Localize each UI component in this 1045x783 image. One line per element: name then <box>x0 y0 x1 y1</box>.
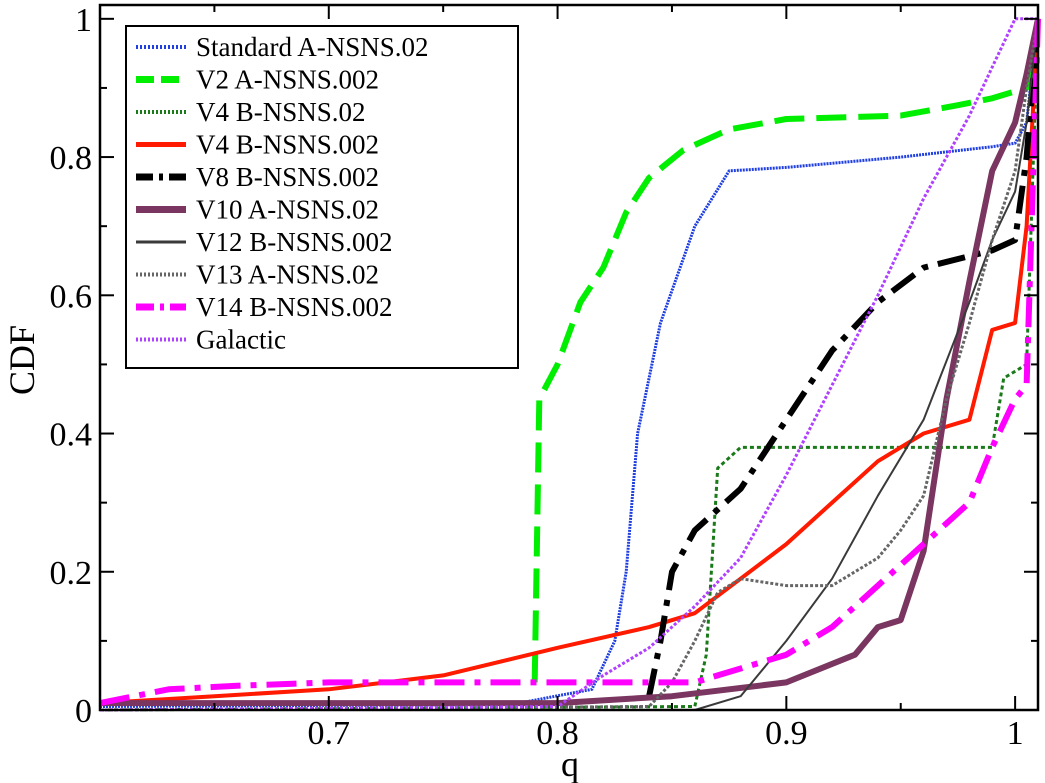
series-line-v12-b-nsns-002 <box>100 18 1039 711</box>
x-tick-label: 1 <box>1007 715 1024 752</box>
legend-entry-v10-a-nsns-02: V10 A-NSNS.02 <box>136 195 379 225</box>
y-tick-label: 0.8 <box>50 140 93 177</box>
x-tick-label: 0.7 <box>308 715 351 752</box>
legend-label: V14 B-NSNS.002 <box>196 292 393 322</box>
series-line-v2-a-nsns-002 <box>531 18 1041 683</box>
legend-entry-v2-a-nsns-002: V2 A-NSNS.002 <box>136 65 379 95</box>
x-tick-label: 0.8 <box>536 715 579 752</box>
y-tick-label: 0.4 <box>50 417 93 454</box>
legend-entry-v13-a-nsns-02: V13 A-NSNS.02 <box>136 260 379 290</box>
ticks-layer: 0.7 0.8 0.9 1 0 0.2 0.4 0.6 0.8 1 <box>50 2 1038 752</box>
legend-label: V10 A-NSNS.02 <box>196 195 379 225</box>
series-line-v8-b-nsns-002 <box>646 18 1041 697</box>
y-tick-label: 0.2 <box>50 555 93 592</box>
y-tick-label: 1 <box>75 2 92 39</box>
x-axis-title: q <box>561 744 579 783</box>
legend-label: V2 A-NSNS.002 <box>196 65 379 95</box>
legend-entry-v4-b-nsns-02: V4 B-NSNS.02 <box>136 97 366 127</box>
legend-entry-v4-b-nsns-002: V4 B-NSNS.002 <box>136 130 379 160</box>
x-tick-label: 0.9 <box>765 715 808 752</box>
y-axis-title: CDF <box>2 325 42 395</box>
legend-box <box>125 25 519 369</box>
series-line-v13-a-nsns-02 <box>99 18 1040 712</box>
legend-label: V8 B-NSNS.002 <box>196 162 379 192</box>
legend-entry-galactic: Galactic <box>136 325 286 355</box>
plot-frame <box>98 3 1040 712</box>
series-line-standard-a-nsns-02 <box>99 18 1040 708</box>
legend-label: V12 B-NSNS.002 <box>196 227 393 257</box>
legend-label: Galactic <box>196 325 286 355</box>
series-line-v10-a-nsns-02 <box>100 18 1041 707</box>
y-tick-label: 0.6 <box>50 278 93 315</box>
y-tick-label: 0 <box>75 693 92 730</box>
series-line-galactic <box>99 17 1038 712</box>
legend-label: V4 B-NSNS.02 <box>196 97 366 127</box>
legend-label: V4 B-NSNS.002 <box>196 130 379 160</box>
legend-entry-v12-b-nsns-002: V12 B-NSNS.002 <box>136 227 393 257</box>
legend-label: Standard A-NSNS.02 <box>196 32 429 62</box>
series-layer <box>99 17 1041 712</box>
legend-entry-v8-b-nsns-002: V8 B-NSNS.002 <box>136 162 379 192</box>
legend-entry-standard-a-nsns-02: Standard A-NSNS.02 <box>136 32 429 62</box>
legend-entry-v14-b-nsns-002: V14 B-NSNS.002 <box>136 292 393 322</box>
series-line-v14-b-nsns-002 <box>99 18 1041 707</box>
legend-label: V13 A-NSNS.02 <box>196 260 379 290</box>
